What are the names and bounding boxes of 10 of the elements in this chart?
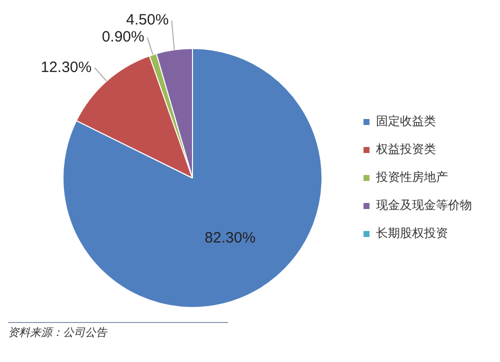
data-label: 4.50% xyxy=(126,12,169,29)
legend-label: 长期股权投资 xyxy=(376,226,448,240)
data-label: 0.90% xyxy=(102,28,144,46)
legend-label: 现金及现金等价物 xyxy=(376,198,472,212)
data-label: 82.30% xyxy=(204,230,256,247)
text: 资料来源：公司公告 xyxy=(8,325,108,340)
legend-label: 权益投资类 xyxy=(375,142,436,156)
data-label: 12.30% xyxy=(40,58,92,76)
legend-label: 固定收益类 xyxy=(376,114,436,128)
legend-label: 投资性房地产 xyxy=(375,170,448,184)
